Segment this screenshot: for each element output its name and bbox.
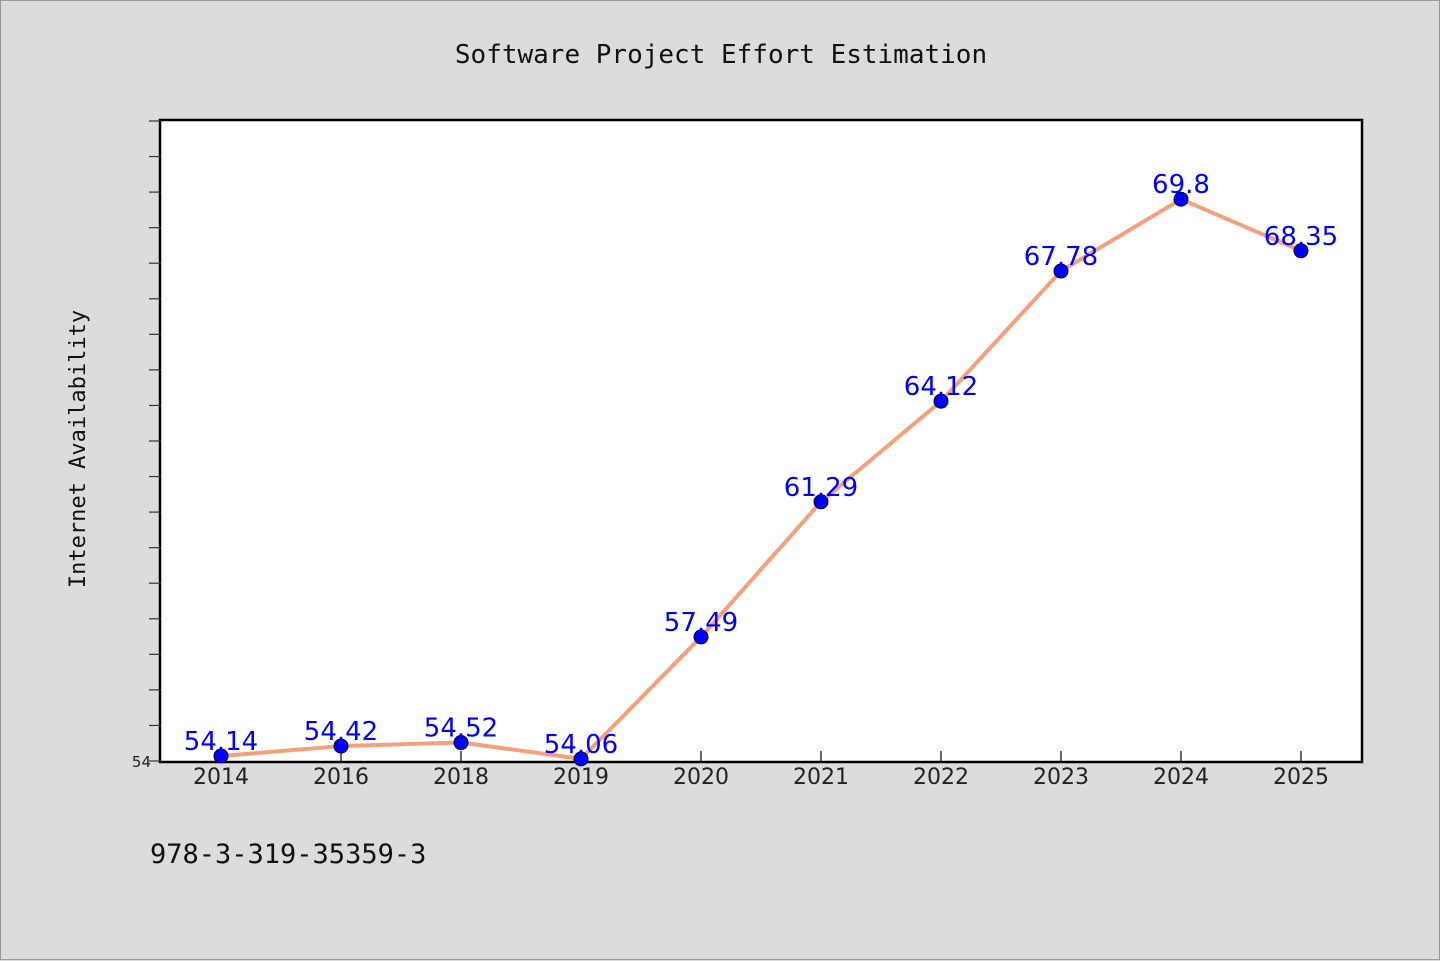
data-point — [1053, 263, 1069, 279]
x-tick-label: 2014 — [193, 765, 249, 790]
data-point — [1293, 243, 1309, 259]
data-label: 57.49 — [664, 608, 738, 638]
data-label: 67.78 — [1024, 242, 1098, 272]
x-tick-label: 2018 — [433, 765, 489, 790]
series-group: 54.14 54.42 54.52 54.06 57.49 61.29 64.12 67.78… — [184, 170, 1338, 767]
x-tick-label: 2023 — [1033, 765, 1089, 790]
data-point — [573, 751, 589, 767]
data-label: 54.06 — [544, 730, 618, 760]
data-point — [813, 494, 829, 510]
x-axis-ticks: 2014 2016 2018 2019 2020 2021 2022 2023 2024 2025 — [193, 751, 1329, 790]
x-tick-label: 2021 — [793, 765, 849, 790]
data-label: 68.35 — [1264, 222, 1338, 252]
x-tick-label: 2020 — [673, 765, 729, 790]
data-label: 54.42 — [304, 717, 378, 747]
plot-area — [158, 118, 1364, 764]
data-label: 61.29 — [784, 473, 858, 503]
chart-title: Software Project Effort Estimation — [455, 40, 987, 70]
data-label: 54.14 — [184, 727, 258, 757]
x-tick-label: 2025 — [1273, 765, 1329, 790]
footnote: 978-3-319-35359-3 — [150, 839, 426, 870]
data-point — [333, 738, 349, 754]
x-tick-label: 2022 — [913, 765, 969, 790]
x-tick-label: 2024 — [1153, 765, 1209, 790]
x-tick-label: 2016 — [313, 765, 369, 790]
data-label: 69.8 — [1152, 170, 1210, 200]
data-point — [213, 748, 229, 764]
data-point — [933, 393, 949, 409]
y-tick-label: 54 — [132, 753, 151, 771]
x-tick-label: 2019 — [553, 765, 609, 790]
data-label: 64.12 — [904, 372, 978, 402]
data-point — [453, 735, 469, 751]
data-label: 54.52 — [424, 714, 498, 744]
y-axis-label: Internet Availability — [66, 310, 91, 588]
data-point — [693, 629, 709, 645]
y-axis-ticks: 54 — [132, 120, 161, 771]
data-point — [1173, 191, 1189, 207]
series-line — [220, 197, 1302, 761]
